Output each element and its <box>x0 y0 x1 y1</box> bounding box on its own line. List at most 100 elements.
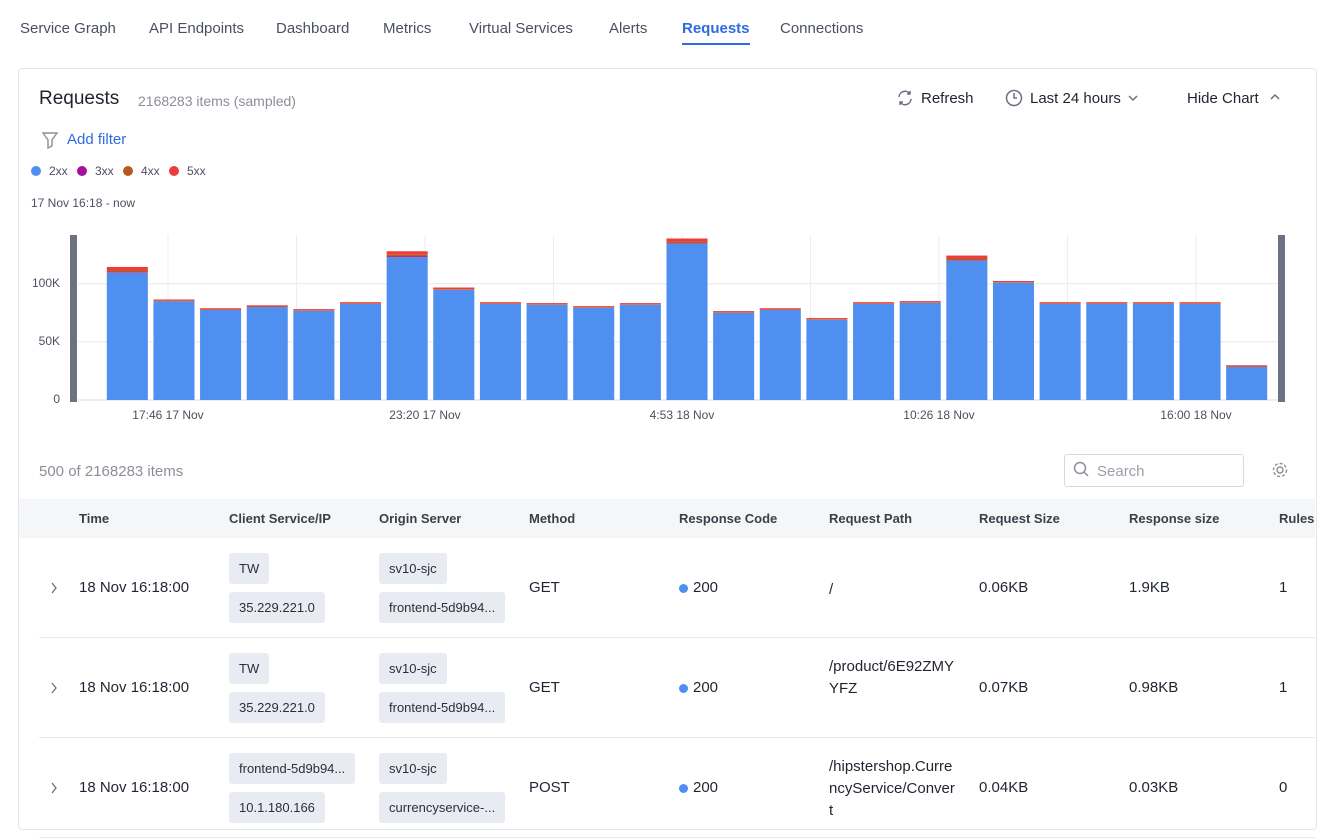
bar-segment <box>293 311 334 400</box>
bar-segment <box>153 301 194 400</box>
search-icon <box>1073 461 1089 477</box>
refresh-button[interactable]: Refresh <box>921 90 974 107</box>
path-cell: / <box>829 579 957 601</box>
bar-segment <box>853 304 894 400</box>
add-filter[interactable]: Add filter <box>67 131 126 148</box>
column-header: Request Size <box>979 511 1060 526</box>
x-tick-label: 10:26 18 Nov <box>903 408 974 422</box>
bar-segment <box>1226 365 1267 366</box>
bar-segment <box>480 303 521 304</box>
time-span: 17 Nov 16:18 - now <box>31 196 135 210</box>
bar-segment <box>107 272 148 273</box>
bar-segment <box>1040 302 1081 303</box>
bar-segment <box>1040 303 1081 304</box>
nav-tab[interactable]: Alerts <box>609 20 647 37</box>
bar-segment <box>666 244 707 400</box>
expand-chevron[interactable] <box>50 581 58 595</box>
column-header: Client Service/IP <box>229 511 331 526</box>
table-summary: 500 of 2168283 items <box>39 463 183 480</box>
chevron-right <box>50 681 58 695</box>
path-cell: /hipstershop.CurrencyService/Convert <box>829 756 957 822</box>
bar-segment <box>1086 302 1127 303</box>
legend-label: 4xx <box>141 164 160 178</box>
bar-segment <box>153 299 194 300</box>
method-cell: GET <box>529 679 560 696</box>
chevron-right <box>50 781 58 795</box>
expand-chevron[interactable] <box>50 681 58 695</box>
bar-segment <box>993 283 1034 400</box>
code-cell: 200 <box>693 779 718 796</box>
response-size-cell: 0.98KB <box>1129 679 1178 696</box>
bar-segment <box>200 308 241 309</box>
search-box[interactable] <box>1064 454 1244 487</box>
chart: 050K100K17:46 17 Nov23:20 17 Nov4:53 18 … <box>0 220 1310 430</box>
client-chip: 35.229.221.0 <box>229 692 325 723</box>
origin-chip: sv10-sjc <box>379 753 447 784</box>
legend-swatch <box>123 166 133 176</box>
request-size-cell: 0.06KB <box>979 579 1028 596</box>
bar-segment <box>900 302 941 303</box>
nav-tab[interactable]: Metrics <box>383 20 431 37</box>
bar-segment <box>153 301 194 302</box>
bar-segment <box>1180 303 1221 304</box>
y-tick-label: 0 <box>53 392 60 406</box>
bar-segment <box>480 304 521 400</box>
column-header: Request Path <box>829 511 912 526</box>
nav-tab[interactable]: Virtual Services <box>469 20 573 37</box>
settings-icon[interactable] <box>1271 461 1289 479</box>
path-cell: /product/6E92ZMYYFZ <box>829 656 957 700</box>
bar-segment <box>900 301 941 302</box>
bar-segment <box>806 318 847 319</box>
requests-card <box>18 68 1317 830</box>
bar-segment <box>247 306 288 307</box>
chevron-right <box>50 581 58 595</box>
filter-icon <box>41 131 59 149</box>
y-tick-label: 50K <box>39 334 60 348</box>
legend-swatch <box>31 166 41 176</box>
bar-segment <box>853 303 894 304</box>
status-dot <box>679 784 688 793</box>
request-size-cell: 0.04KB <box>979 779 1028 796</box>
client-chip: TW <box>229 553 269 584</box>
column-header: Origin Server <box>379 511 461 526</box>
nav-tab[interactable]: Connections <box>780 20 863 37</box>
client-chip: frontend-5d9b94... <box>229 753 355 784</box>
nav-tab[interactable]: Service Graph <box>20 20 116 37</box>
bar-segment <box>1133 302 1174 303</box>
time-range-button[interactable]: Last 24 hours <box>1030 90 1121 107</box>
bar-segment <box>340 302 381 303</box>
method-cell: POST <box>529 779 570 796</box>
page: Service Graph API Endpoints Dashboard Metri… <box>0 0 1335 812</box>
column-header: Response Code <box>679 511 777 526</box>
origin-chip: sv10-sjc <box>379 653 447 684</box>
row-divider <box>39 637 1315 638</box>
x-tick-label: 17:46 17 Nov <box>132 408 203 422</box>
hide-chart-button[interactable]: Hide Chart <box>1187 90 1259 107</box>
bar-segment <box>573 307 614 308</box>
bar-segment <box>900 303 941 400</box>
bar-segment <box>946 260 987 261</box>
bar-segment <box>107 270 148 272</box>
column-header: Method <box>529 511 575 526</box>
row-divider <box>39 737 1315 738</box>
bar-segment <box>433 290 474 400</box>
bar-segment <box>1040 304 1081 400</box>
bar-segment <box>620 304 661 305</box>
bar-segment <box>387 257 428 400</box>
bar-segment <box>107 273 148 400</box>
bar-segment <box>806 320 847 400</box>
nav-tab[interactable]: Requests <box>682 20 750 45</box>
status-dot <box>679 584 688 593</box>
nav-tab[interactable]: Dashboard <box>276 20 349 37</box>
bar-segment <box>666 238 707 241</box>
nav-tab[interactable]: API Endpoints <box>149 20 244 37</box>
bar-segment <box>527 304 568 305</box>
response-size-cell: 0.03KB <box>1129 779 1178 796</box>
bar-segment <box>387 251 428 254</box>
expand-chevron[interactable] <box>50 781 58 795</box>
bar-segment <box>1226 366 1267 367</box>
y-tick-label: 100K <box>32 276 60 290</box>
refresh-icon[interactable] <box>896 89 914 107</box>
bar-segment <box>293 309 334 310</box>
bar-segment <box>293 310 334 311</box>
